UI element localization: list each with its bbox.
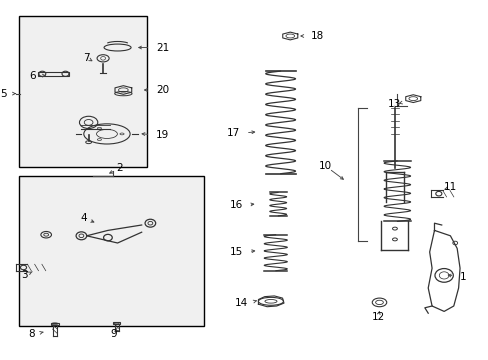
Text: 13: 13	[387, 99, 401, 109]
Text: 17: 17	[226, 128, 240, 138]
Text: 15: 15	[229, 247, 243, 257]
Text: 7: 7	[83, 53, 89, 63]
Text: 6: 6	[29, 71, 36, 81]
Text: 20: 20	[156, 85, 169, 95]
Text: 19: 19	[156, 130, 169, 140]
Bar	[19, 176, 204, 326]
Bar	[19, 16, 146, 167]
Text: 4: 4	[81, 213, 87, 223]
Text: 10: 10	[318, 161, 331, 171]
Bar	[39, 72, 69, 76]
Text: 11: 11	[443, 182, 456, 192]
Text: 16: 16	[229, 200, 243, 210]
Text: 3: 3	[21, 270, 28, 280]
Bar	[113, 322, 120, 324]
Text: 14: 14	[234, 298, 247, 308]
Text: 5: 5	[0, 89, 7, 99]
Text: 21: 21	[156, 42, 169, 53]
Bar	[51, 323, 59, 325]
Text: 1: 1	[459, 272, 466, 282]
Text: 9: 9	[110, 329, 117, 339]
Text: 18: 18	[310, 31, 323, 41]
Text: 2: 2	[117, 163, 123, 173]
Text: 12: 12	[371, 312, 384, 322]
Text: 8: 8	[28, 329, 35, 339]
